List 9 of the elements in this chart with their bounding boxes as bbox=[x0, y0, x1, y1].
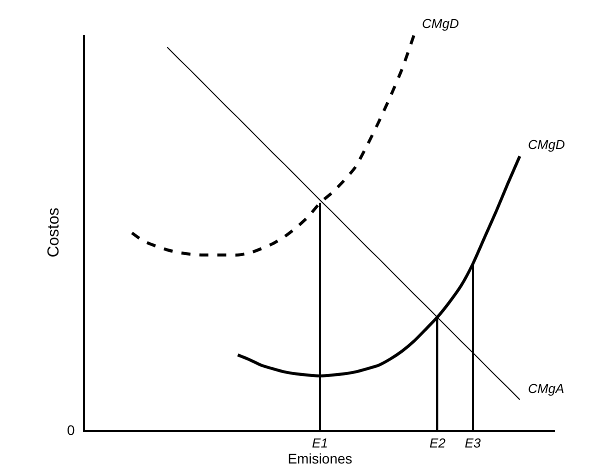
x-tick-label: E3 bbox=[464, 436, 482, 451]
series-label: CMgD bbox=[528, 137, 565, 152]
series-label: CMgA bbox=[528, 381, 564, 396]
x-axis-title: Emisiones bbox=[288, 450, 352, 467]
series-label: CMgD bbox=[422, 16, 459, 31]
y-axis-title: Costos bbox=[45, 208, 62, 258]
text: 0 bbox=[67, 422, 75, 438]
x-tick-label: E1 bbox=[312, 436, 328, 451]
x-tick-label: E2 bbox=[430, 436, 446, 451]
